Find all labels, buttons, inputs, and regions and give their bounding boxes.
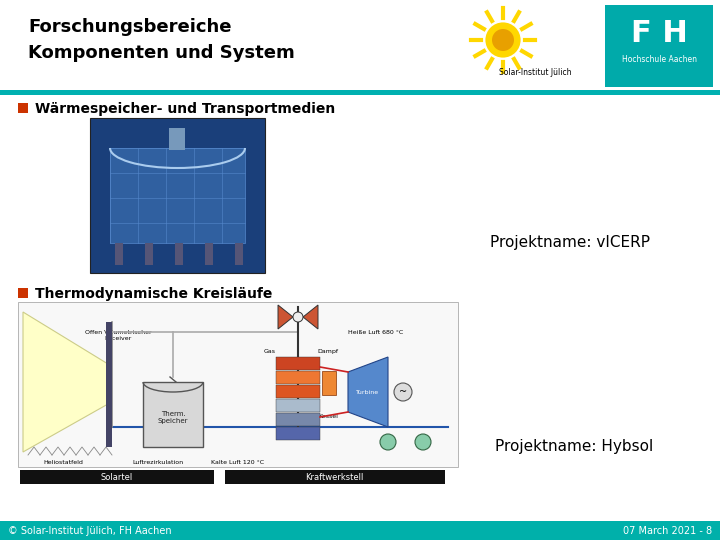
Bar	[235, 243, 243, 265]
Text: Projektname: Hybsol: Projektname: Hybsol	[495, 440, 653, 455]
Text: Projektname: vICERP: Projektname: vICERP	[490, 235, 650, 251]
Bar	[20, 470, 214, 484]
Bar	[276, 357, 320, 370]
Text: Dampf: Dampf	[318, 349, 338, 354]
Bar	[276, 385, 320, 398]
Bar	[465, 5, 605, 87]
Bar	[0, 90, 720, 95]
Text: Therm.
Speicher: Therm. Speicher	[158, 411, 188, 424]
Bar	[322, 371, 336, 395]
Bar	[0, 521, 720, 540]
Text: Komponenten und System: Komponenten und System	[28, 44, 294, 62]
Text: Hochschule Aachen: Hochschule Aachen	[621, 56, 696, 64]
Ellipse shape	[415, 434, 431, 450]
Text: Thermodynamische Kreisläufe: Thermodynamische Kreisläufe	[35, 287, 272, 301]
Bar	[90, 118, 265, 273]
Bar	[276, 413, 320, 426]
Bar	[276, 399, 320, 412]
Text: F H: F H	[631, 19, 688, 49]
Bar	[18, 288, 28, 298]
Text: Solar-Institut Jülich: Solar-Institut Jülich	[499, 68, 571, 77]
Text: Kraftwerkstell: Kraftwerkstell	[305, 472, 364, 482]
Text: Solartel: Solartel	[101, 472, 133, 482]
Bar	[145, 243, 153, 265]
Bar	[110, 148, 245, 243]
Bar	[18, 103, 28, 113]
Bar	[143, 382, 203, 447]
Text: Forschungsbereiche: Forschungsbereiche	[28, 18, 232, 36]
Text: Kessel: Kessel	[318, 415, 338, 420]
Polygon shape	[348, 357, 388, 427]
Bar	[115, 243, 123, 265]
Text: Kalte Luft 120 °C: Kalte Luft 120 °C	[212, 460, 264, 465]
Ellipse shape	[380, 434, 396, 450]
Bar	[605, 5, 713, 87]
Text: Heliostatfeld: Heliostatfeld	[43, 460, 83, 465]
Ellipse shape	[394, 383, 412, 401]
Bar	[169, 128, 185, 150]
Text: Gas: Gas	[264, 349, 276, 354]
Bar	[276, 371, 320, 384]
Ellipse shape	[293, 312, 303, 322]
Polygon shape	[303, 305, 318, 329]
Text: © Solar-Institut Jülich, FH Aachen: © Solar-Institut Jülich, FH Aachen	[8, 525, 171, 536]
Text: Luftrezirkulation: Luftrezirkulation	[132, 460, 184, 465]
Bar	[225, 470, 445, 484]
Text: Offen Volumetrischer
Receiver: Offen Volumetrischer Receiver	[85, 330, 151, 341]
Bar	[276, 427, 320, 440]
Ellipse shape	[492, 29, 514, 51]
Bar	[205, 243, 213, 265]
Bar	[18, 302, 458, 467]
Polygon shape	[23, 312, 108, 452]
Polygon shape	[278, 305, 293, 329]
Text: Wärmespeicher- und Transportmedien: Wärmespeicher- und Transportmedien	[35, 102, 336, 116]
Bar	[106, 322, 112, 447]
Text: Heiße Luft 680 °C: Heiße Luft 680 °C	[348, 330, 403, 335]
Text: 07 March 2021 - 8: 07 March 2021 - 8	[623, 525, 712, 536]
Ellipse shape	[485, 22, 521, 58]
Text: ~: ~	[399, 387, 407, 397]
Text: Turbine: Turbine	[356, 389, 379, 395]
Bar	[175, 243, 183, 265]
